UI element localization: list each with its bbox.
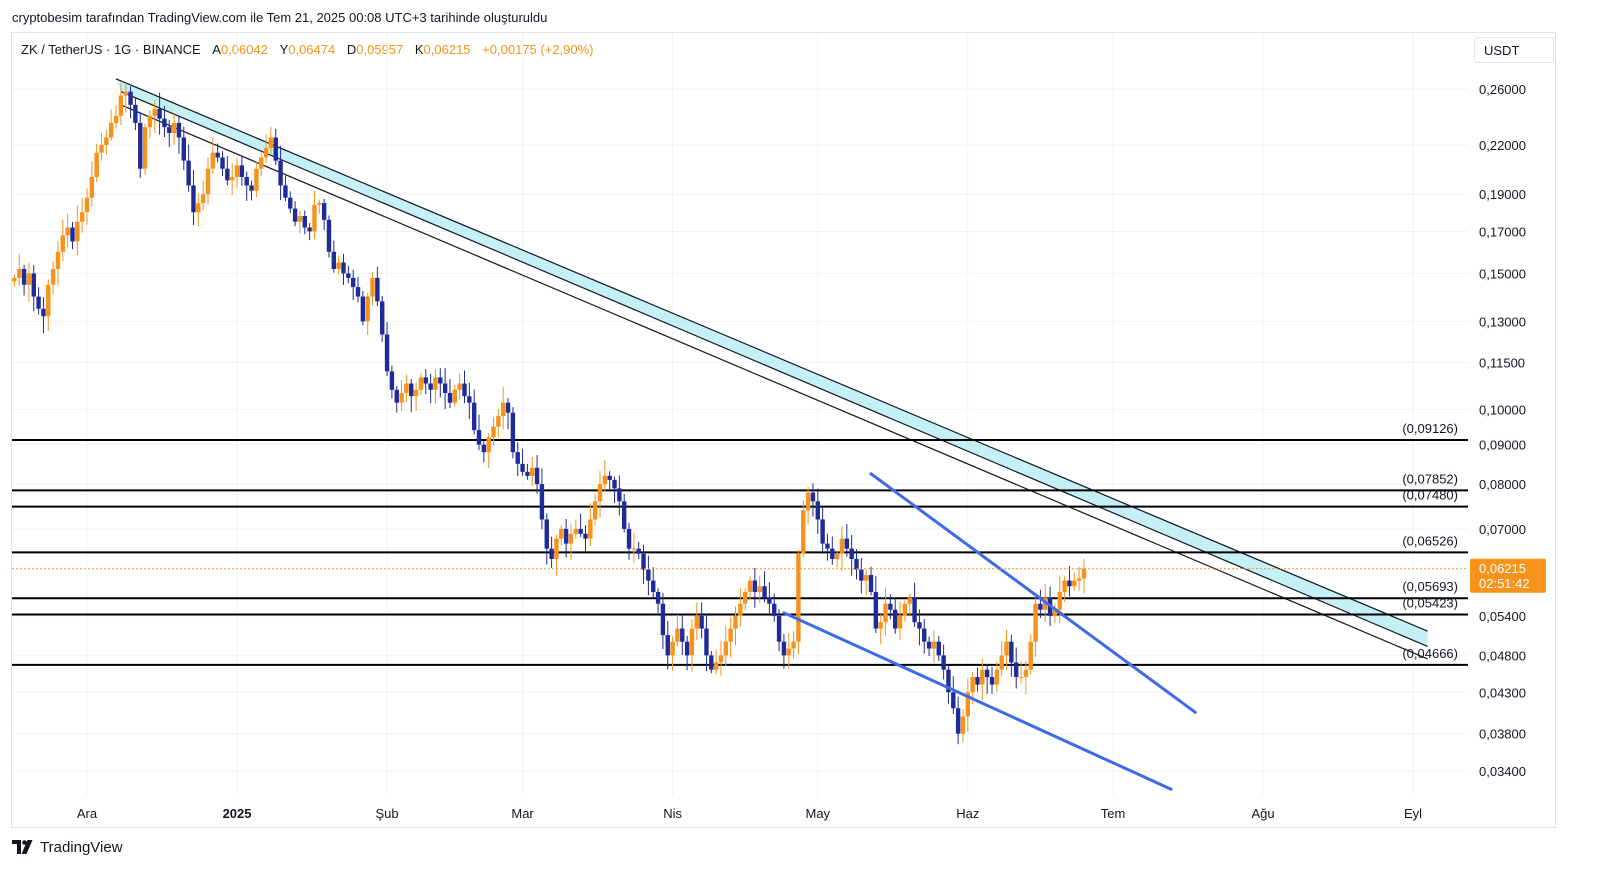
open-label: A xyxy=(212,42,221,57)
high-value: 0,06474 xyxy=(288,42,336,57)
symbol-title[interactable]: ZK / TetherUS · 1G · BINANCE xyxy=(21,42,201,57)
chart-credit-text: cryptobesim tarafından TradingView.com i… xyxy=(12,10,548,25)
open-value: 0,06042 xyxy=(220,42,268,57)
low-value: 0,05957 xyxy=(356,42,404,57)
high-label: Y xyxy=(279,42,289,57)
chart-pane[interactable] xyxy=(11,32,1556,828)
close-label: K xyxy=(414,42,424,57)
tradingview-logo-icon xyxy=(12,839,33,854)
ohlc-legend: ZK / TetherUS · 1G · BINANCE A0,06042 Y0… xyxy=(21,42,593,57)
tradingview-brand[interactable]: TradingView xyxy=(12,839,123,856)
currency-button[interactable]: USDT xyxy=(1474,37,1554,63)
change-value: +0,00175 (+2,90%) xyxy=(482,42,594,57)
close-value: 0,06215 xyxy=(423,42,471,57)
brand-name: TradingView xyxy=(40,839,123,856)
low-label: D xyxy=(346,42,357,57)
